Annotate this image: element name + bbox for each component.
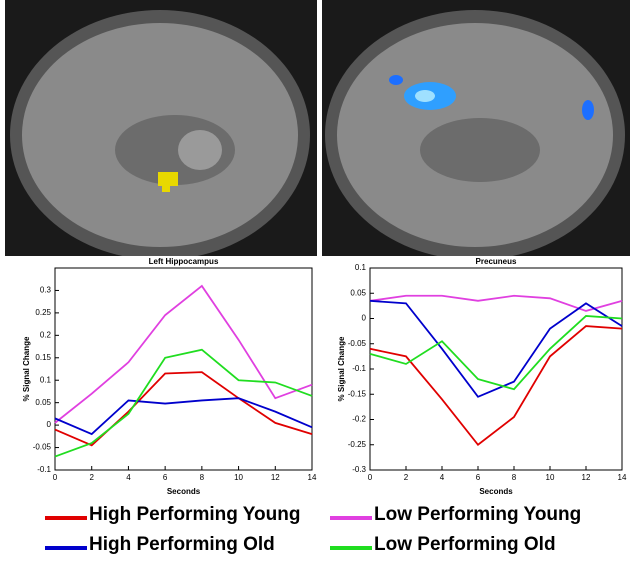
x-tick-label: 10 [234, 473, 243, 482]
x-tick-label: 4 [440, 473, 445, 482]
figure: Left Hippocampus -0.1 -0.05 0 0.05 0.1 0.15 0.2… [0, 0, 633, 558]
brain-image-right [322, 0, 630, 260]
x-tick-label: 6 [163, 473, 168, 482]
y-tick-label: -0.05 [348, 339, 367, 348]
y-tick-label: -0.1 [37, 465, 51, 474]
x-tick-label: 2 [404, 473, 409, 482]
y-tick-label: -0.05 [33, 443, 52, 452]
y-tick-label: 0.3 [40, 286, 52, 295]
x-tick-label: 6 [476, 473, 481, 482]
x-tick-label: 0 [368, 473, 373, 482]
y-tick-label: 0.15 [35, 353, 51, 362]
x-tick-label: 12 [582, 473, 591, 482]
x-tick-label: 14 [308, 473, 317, 482]
y-tick-label: 0 [362, 314, 367, 323]
legend-label: Low Performing Young [374, 504, 581, 525]
y-tick-label: -0.2 [352, 415, 366, 424]
y-tick-label: -0.15 [348, 389, 367, 398]
y-tick-label: 0.05 [350, 288, 366, 297]
legend-label: High Performing Young [89, 504, 300, 525]
y-tick-label: 0.25 [35, 308, 51, 317]
x-axis-label: Seconds [167, 487, 201, 496]
y-tick-label: 0.05 [35, 398, 51, 407]
x-tick-label: 4 [126, 473, 131, 482]
y-tick-label: -0.25 [348, 440, 367, 449]
y-tick-label: 0.1 [355, 263, 367, 272]
y-tick-label: 0 [47, 420, 52, 429]
legend-label: Low Performing Old [374, 534, 556, 555]
chart-title: Left Hippocampus [149, 257, 219, 266]
x-tick-label: 8 [512, 473, 517, 482]
x-tick-label: 12 [271, 473, 280, 482]
x-tick-label: 10 [546, 473, 555, 482]
x-tick-label: 2 [89, 473, 94, 482]
x-axis-label: Seconds [479, 487, 513, 496]
legend-label: High Performing Old [89, 534, 275, 555]
y-tick-label: -0.3 [352, 465, 366, 474]
y-tick-label: -0.1 [352, 364, 366, 373]
y-axis-label: % Signal Change [337, 336, 346, 401]
y-axis-label: % Signal Change [22, 336, 31, 401]
plot-panel [5, 256, 317, 496]
x-tick-label: 0 [53, 473, 58, 482]
x-tick-label: 14 [618, 473, 627, 482]
x-tick-label: 8 [200, 473, 205, 482]
brain-image-left [5, 0, 317, 260]
y-tick-label: 0.1 [40, 375, 52, 384]
chart-title: Precuneus [476, 257, 517, 266]
y-tick-label: 0.2 [40, 330, 52, 339]
